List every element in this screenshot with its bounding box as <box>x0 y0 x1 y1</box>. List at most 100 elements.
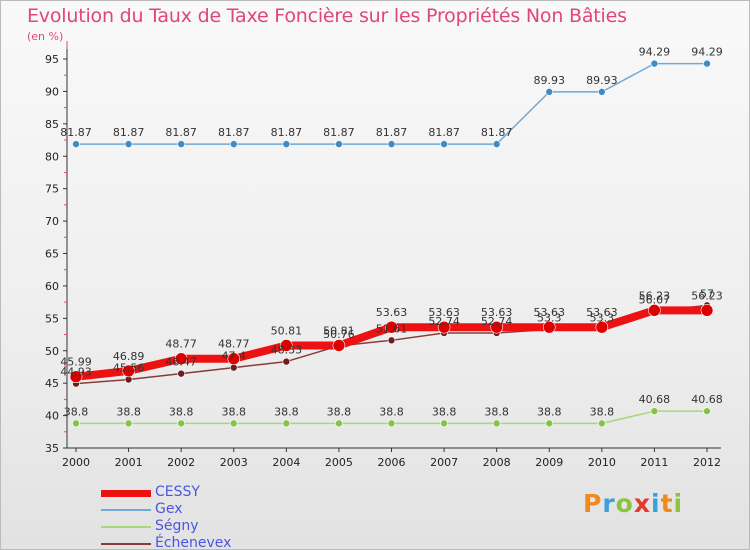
legend-swatch-echenevex <box>101 543 151 545</box>
x-tick-label: 2007 <box>430 456 458 469</box>
data-label-gex: 81.87 <box>113 126 145 139</box>
y-tick-label: 40 <box>45 410 59 423</box>
data-point-cessy <box>700 304 714 317</box>
logo-letter: P <box>583 489 603 518</box>
y-tick-label: 85 <box>45 118 59 131</box>
data-label-gex: 94.29 <box>691 46 723 59</box>
legend-swatch-gex <box>101 509 151 511</box>
data-label-segny: 38.8 <box>327 405 352 418</box>
data-label-segny: 38.8 <box>169 405 194 418</box>
data-label-echenevex: 56.07 <box>639 293 671 306</box>
data-label-cessy: 53.63 <box>534 306 566 319</box>
data-label-echenevex: 44.93 <box>60 366 92 379</box>
data-label-cessy: 48.77 <box>218 338 250 351</box>
data-point-echenevex <box>177 369 185 378</box>
legend-label-cessy: CESSY <box>155 484 200 500</box>
data-point-cessy <box>69 370 83 384</box>
data-label-gex: 81.87 <box>376 126 408 139</box>
y-tick-label: 95 <box>45 53 59 66</box>
data-point-cessy <box>595 320 609 334</box>
x-tick-label: 2005 <box>325 456 353 469</box>
data-label-echenevex: 57 <box>700 287 714 300</box>
data-label-echenevex: 46.47 <box>165 356 197 369</box>
data-point-gex <box>335 140 343 148</box>
data-label-segny: 38.8 <box>484 405 509 418</box>
logo-letter: x <box>633 489 651 518</box>
y-tick-label: 65 <box>45 248 59 261</box>
chart-title: Evolution du Taux de Taxe Foncière sur l… <box>27 5 627 27</box>
logo-letter: o <box>615 489 634 518</box>
data-point-segny <box>282 419 291 428</box>
data-label-echenevex: 52.74 <box>428 315 460 328</box>
data-label-echenevex: 50.76 <box>323 328 355 341</box>
data-label-cessy: 56.23 <box>691 289 723 302</box>
data-label-gex: 81.87 <box>60 126 92 139</box>
data-point-cessy <box>122 364 135 378</box>
data-point-echenevex <box>229 363 238 372</box>
data-point-cessy <box>437 320 451 334</box>
data-label-segny: 38.8 <box>116 405 141 418</box>
y-unit-label: (en %) <box>27 30 64 43</box>
data-point-segny <box>545 419 554 428</box>
x-tick-label: 2009 <box>535 456 563 469</box>
data-point-cessy <box>542 320 556 334</box>
data-point-cessy <box>280 339 293 352</box>
data-point-cessy <box>490 320 503 334</box>
x-tick-label: 2002 <box>167 456 195 469</box>
x-tick-label: 2003 <box>220 456 248 469</box>
y-tick-label: 90 <box>45 85 59 98</box>
data-point-segny <box>598 419 606 428</box>
x-tick-label: 2010 <box>588 456 616 469</box>
data-label-gex: 94.29 <box>639 46 671 59</box>
x-tick-label: 2008 <box>483 456 511 469</box>
data-point-echenevex <box>387 336 396 345</box>
data-label-cessy: 53.63 <box>376 306 408 319</box>
y-tick-label: 45 <box>45 377 59 390</box>
data-label-gex: 89.93 <box>586 74 618 87</box>
data-label-segny: 38.8 <box>590 405 615 418</box>
data-label-segny: 40.68 <box>639 393 671 406</box>
data-point-cessy <box>174 352 188 366</box>
data-label-cessy: 53.63 <box>481 306 513 319</box>
data-point-gex <box>229 140 238 148</box>
y-tick-label: 80 <box>45 150 59 163</box>
legend-swatch-segny <box>101 526 151 528</box>
data-point-segny <box>124 419 133 428</box>
data-label-segny: 38.8 <box>274 405 299 418</box>
data-point-gex <box>177 140 185 148</box>
x-tick-label: 2001 <box>115 456 143 469</box>
y-tick-label: 75 <box>45 183 59 196</box>
data-label-gex: 81.87 <box>218 126 250 139</box>
data-label-gex: 81.87 <box>271 126 303 139</box>
y-tick-label: 60 <box>45 280 59 293</box>
data-point-gex <box>282 140 291 148</box>
data-label-cessy: 50.81 <box>271 324 303 337</box>
y-tick-label: 55 <box>45 312 59 325</box>
data-label-gex: 81.87 <box>165 126 197 139</box>
data-label-gex: 81.87 <box>323 126 355 139</box>
data-label-echenevex: 47.4 <box>222 350 247 363</box>
data-point-segny <box>387 419 396 428</box>
data-label-cessy: 53.63 <box>586 306 618 319</box>
data-point-segny <box>229 419 238 428</box>
data-point-gex <box>387 140 396 148</box>
data-label-cessy: 48.77 <box>165 338 197 351</box>
data-label-cessy: 53.63 <box>428 306 460 319</box>
data-point-gex <box>492 140 501 148</box>
legend-label-gex: Gex <box>155 501 183 517</box>
data-point-segny <box>703 407 711 415</box>
logo-letter: r <box>602 489 616 518</box>
data-point-cessy <box>648 304 661 317</box>
data-point-gex <box>650 59 659 68</box>
y-tick-label: 70 <box>45 215 59 228</box>
data-label-segny: 38.8 <box>222 405 247 418</box>
data-label-echenevex: 48.33 <box>271 344 303 357</box>
data-label-echenevex: 53.3 <box>537 311 562 324</box>
x-tick-label: 2011 <box>640 456 668 469</box>
data-label-echenevex: 53.3 <box>590 311 615 324</box>
data-point-segny <box>72 419 80 428</box>
data-label-gex: 81.87 <box>481 126 513 139</box>
data-point-gex <box>703 59 711 68</box>
data-label-gex: 89.93 <box>534 74 566 87</box>
